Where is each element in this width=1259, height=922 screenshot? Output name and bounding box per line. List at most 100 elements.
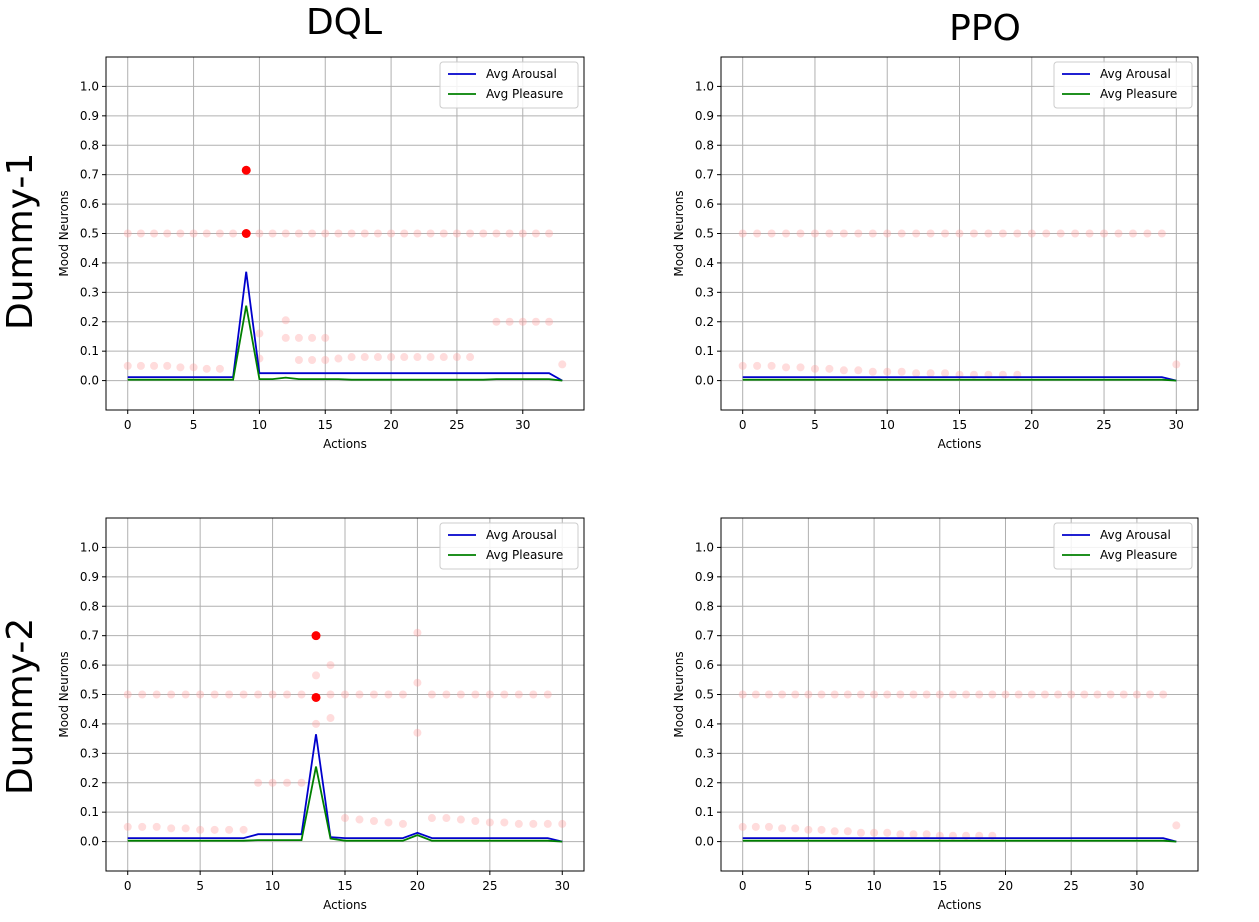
faint-point [843, 690, 852, 699]
faint-point [466, 353, 475, 362]
faint-point [181, 824, 190, 833]
faint-point [1132, 690, 1141, 699]
faint-point [1027, 690, 1036, 699]
x-tick-label: 25 [1096, 418, 1111, 432]
faint-point [935, 690, 944, 699]
series-line-avg-pleasure [742, 839, 1177, 843]
faint-point [751, 822, 760, 831]
faint-point [558, 819, 567, 828]
faint-point [229, 229, 238, 238]
faint-point [1042, 229, 1051, 238]
faint-point [321, 333, 330, 342]
legend-label: Avg Arousal [486, 67, 557, 81]
faint-point [283, 690, 292, 699]
faint-point [912, 229, 921, 238]
faint-point [1114, 229, 1123, 238]
y-tick-label: 0.5 [695, 227, 714, 241]
faint-point [1080, 690, 1089, 699]
faint-point [281, 333, 290, 342]
faint-point [505, 229, 514, 238]
faint-point [1067, 690, 1076, 699]
faint-point [926, 229, 935, 238]
x-axis-label: Actions [938, 898, 982, 912]
faint-point [196, 690, 205, 699]
faint-point [466, 229, 475, 238]
faint-point [294, 355, 303, 364]
faint-point [312, 719, 321, 728]
faint-point [753, 229, 762, 238]
faint-point [398, 819, 407, 828]
faint-point [283, 778, 292, 787]
x-tick-label: 30 [1129, 879, 1144, 893]
y-tick-label: 0.6 [80, 197, 99, 211]
faint-point [909, 830, 918, 839]
faint-point [948, 690, 957, 699]
x-tick-label: 20 [383, 418, 398, 432]
x-tick-label: 20 [410, 879, 425, 893]
y-tick-label: 0.8 [80, 138, 99, 152]
y-tick-label: 0.2 [80, 315, 99, 329]
faint-point [485, 818, 494, 827]
y-tick-label: 0.3 [695, 746, 714, 760]
faint-point [485, 690, 494, 699]
faint-point [830, 827, 839, 836]
y-tick-label: 0.1 [695, 805, 714, 819]
legend-label: Avg Pleasure [1100, 548, 1177, 562]
y-tick-label: 0.9 [80, 109, 99, 123]
faint-point [529, 690, 538, 699]
legend-label: Avg Arousal [1100, 528, 1171, 542]
faint-point [215, 364, 224, 373]
y-tick-label: 0.4 [80, 256, 99, 270]
faint-point [176, 229, 185, 238]
faint-point [384, 818, 393, 827]
faint-point [810, 229, 819, 238]
y-tick-label: 0.0 [695, 374, 714, 388]
legend-label: Avg Pleasure [486, 87, 563, 101]
faint-point [1054, 690, 1063, 699]
faint-point [839, 229, 848, 238]
faint-point [817, 690, 826, 699]
faint-point [804, 690, 813, 699]
faint-point [545, 317, 554, 326]
faint-point [452, 229, 461, 238]
faint-point [355, 815, 364, 824]
faint-point [825, 229, 834, 238]
x-tick-label: 0 [739, 418, 747, 432]
faint-point [984, 229, 993, 238]
faint-point [543, 819, 552, 828]
faint-point [268, 229, 277, 238]
legend-label: Avg Pleasure [1100, 87, 1177, 101]
faint-point [308, 333, 317, 342]
faint-point [456, 815, 465, 824]
x-tick-label: 5 [805, 879, 813, 893]
faint-point [896, 690, 905, 699]
faint-point [492, 229, 501, 238]
faint-point [764, 822, 773, 831]
faint-point [138, 690, 147, 699]
faint-point [791, 690, 800, 699]
y-axis-label: Mood Neurons [672, 190, 686, 276]
faint-point [413, 628, 422, 637]
faint-point [341, 814, 349, 823]
faint-point [398, 690, 407, 699]
faint-point [514, 819, 523, 828]
faint-point [479, 229, 488, 238]
faint-point [347, 229, 356, 238]
chart-panel-dummy-2-dql: 0 5 10 15 20 25 30 0.0 0.1 0.2 0.3 0.4 0.5 0.6 0.7 0.8 0… [57, 517, 585, 912]
faint-point [471, 690, 480, 699]
series-line-avg-arousal [742, 376, 1177, 382]
faint-point [1040, 690, 1049, 699]
faint-point [1100, 229, 1109, 238]
y-tick-label: 0.8 [80, 599, 99, 613]
faint-point [334, 354, 343, 363]
faint-point [883, 367, 892, 376]
faint-point [804, 825, 813, 834]
faint-point [321, 229, 330, 238]
y-tick-label: 0.2 [80, 776, 99, 790]
faint-point [941, 369, 950, 378]
x-axis-label: Actions [323, 898, 367, 912]
legend-label: Avg Arousal [1100, 67, 1171, 81]
faint-point [387, 353, 396, 362]
faint-point [854, 366, 863, 375]
faint-point [210, 690, 219, 699]
